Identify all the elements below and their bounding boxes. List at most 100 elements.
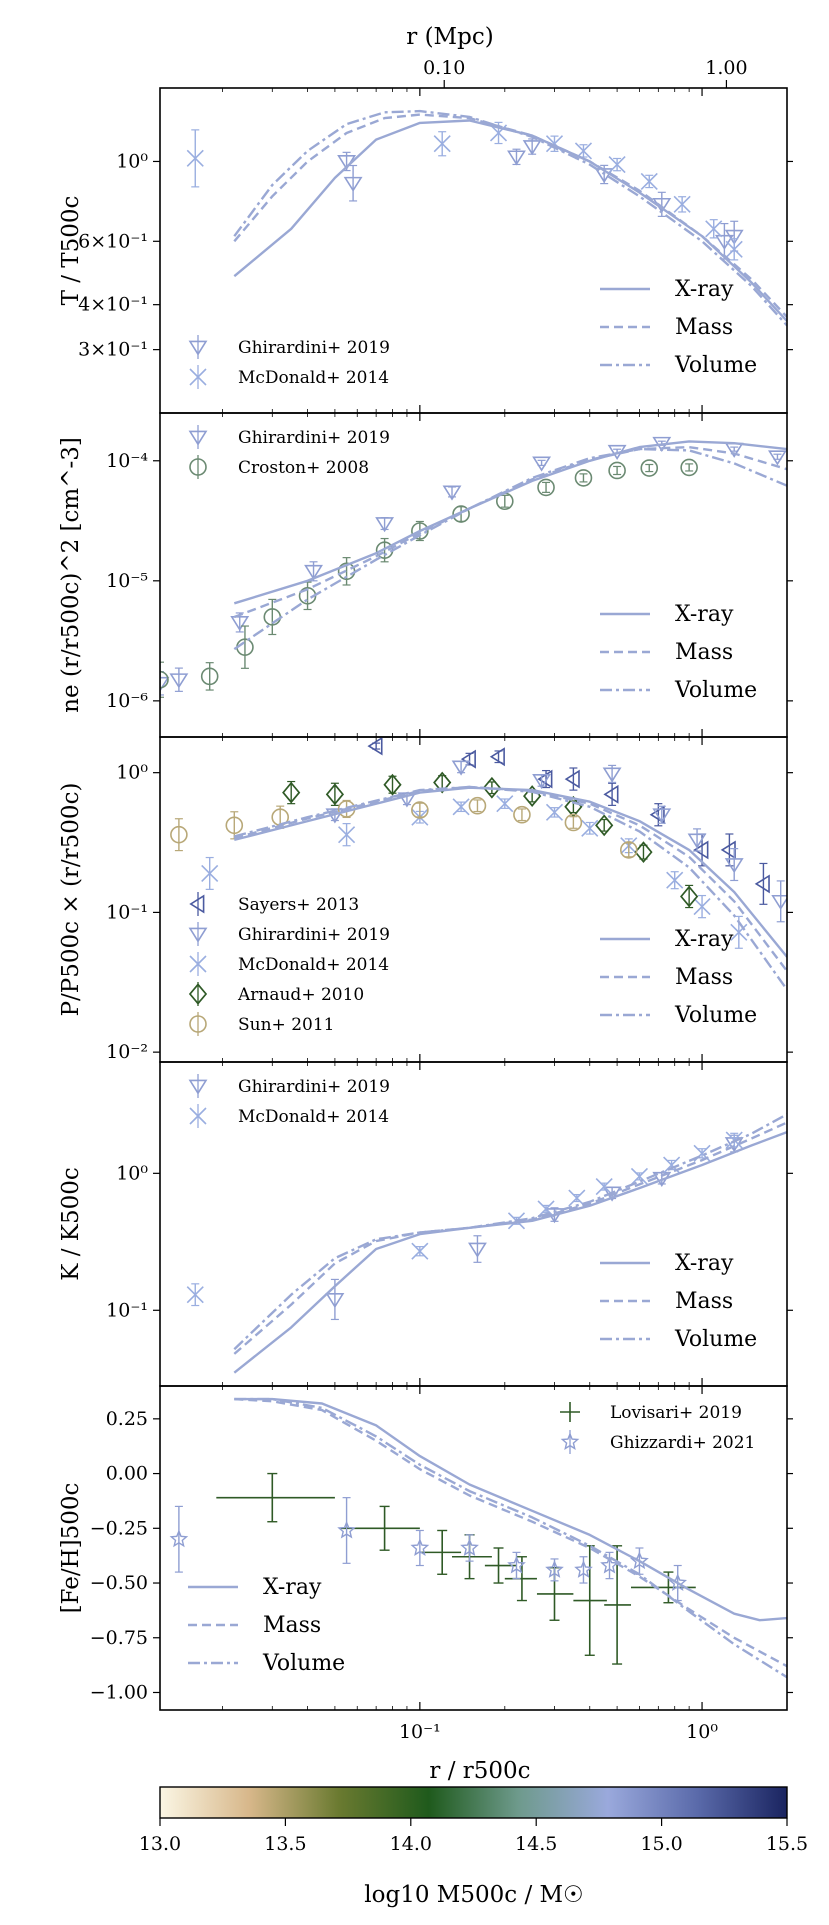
marker-sun-2011 bbox=[468, 796, 487, 815]
marker-croston-2008 bbox=[452, 505, 470, 523]
series-x-ray bbox=[234, 786, 787, 958]
panel-metallicity: 0.25 0.00 −0.25 −0.50 −0.75 −1.00 [Fe/H]500c X-… bbox=[58, 1385, 793, 1711]
marker-mcdonald-2014 bbox=[537, 1200, 555, 1218]
curves-pressure bbox=[233, 785, 787, 991]
legend-models-density: X-ray Mass Volume bbox=[600, 602, 757, 703]
legend-label: Ghirardini+ 2019 bbox=[238, 338, 390, 358]
top-axis-title: r (Mpc) bbox=[406, 24, 493, 50]
legend-label: Volume bbox=[262, 1651, 345, 1676]
ytick-label-entropy-1: 10⁻¹ bbox=[106, 1299, 148, 1321]
marker-ghirardini-2019 bbox=[652, 808, 672, 824]
legend-marker bbox=[189, 894, 205, 914]
ytick-label-pressure-2: 10⁻² bbox=[106, 1041, 148, 1063]
marker-ghirardini-2019 bbox=[325, 1293, 345, 1309]
marker-sayers-2013 bbox=[693, 840, 709, 860]
marker-mcdonald-2014 bbox=[581, 819, 599, 837]
ytick-label-density-0: 10⁻⁴ bbox=[106, 450, 148, 472]
marker-mcdonald-2014 bbox=[673, 195, 691, 213]
legend-marker bbox=[188, 430, 208, 446]
ytick-label-temperature-2: 4×10⁻¹ bbox=[78, 294, 148, 316]
panels: 10⁰ 6×10⁻¹ 4×10⁻¹ 3×10⁻¹ T / T500c X-ray Mass V… bbox=[58, 87, 793, 1711]
marker-sayers-2013 bbox=[489, 747, 505, 767]
legend-label: Ghirardini+ 2019 bbox=[238, 1077, 390, 1097]
legend-label: X-ray bbox=[675, 602, 734, 627]
legend-label: Sun+ 2011 bbox=[238, 1015, 334, 1035]
colorbar-tick-label-4: 15.0 bbox=[640, 1833, 682, 1855]
panel-density: 10⁻⁴ 10⁻⁵ 10⁻⁶ ne (r/r500c)^2 [cm^-3] X-ray M… bbox=[58, 412, 793, 738]
series-volume bbox=[233, 109, 787, 327]
marker-ghizzardi-2021 bbox=[337, 1520, 356, 1539]
marker-ghizzardi-2021 bbox=[545, 1560, 564, 1578]
legend-label: Ghirardini+ 2019 bbox=[238, 428, 390, 448]
legend-label: Mass bbox=[675, 640, 733, 665]
marker-arnaud-2010 bbox=[433, 771, 452, 794]
marker-croston-2008 bbox=[640, 459, 659, 477]
curves-metallicity bbox=[234, 1397, 787, 1679]
legend-label: McDonald+ 2014 bbox=[238, 368, 389, 388]
marker-ghirardini-2019 bbox=[687, 833, 707, 849]
legend-label: X-ray bbox=[675, 927, 734, 952]
top-tick-label-1: 1.00 bbox=[705, 57, 747, 79]
legend-label: Mass bbox=[675, 1289, 733, 1314]
legend-label: Volume bbox=[674, 353, 757, 378]
series-x-ray bbox=[233, 440, 787, 605]
panel-entropy: 10⁰ 10⁻¹ K / K500c X-ray Mass Volume Ghirardin… bbox=[58, 1061, 793, 1387]
marker-sayers-2013 bbox=[754, 874, 770, 894]
ytick-label-metallicity-1: 0.00 bbox=[106, 1463, 148, 1485]
colorbar-ticks: 13.0 13.5 14.0 14.5 15.0 15.5 bbox=[139, 1818, 808, 1855]
marker-ghizzardi-2021 bbox=[600, 1555, 619, 1574]
marker-sayers-2013 bbox=[537, 769, 553, 789]
marker-sun-2011 bbox=[225, 816, 244, 835]
marker-sun-2011 bbox=[170, 825, 188, 844]
marker-sun-2011 bbox=[411, 801, 429, 819]
top-axis: r (Mpc) 0.10 1.00 bbox=[406, 24, 748, 88]
ytick-label-entropy-0: 10⁰ bbox=[116, 1162, 148, 1184]
series-mass bbox=[233, 1121, 787, 1355]
ytick-label-density-2: 10⁻⁶ bbox=[106, 690, 148, 712]
legend-label: Mass bbox=[675, 315, 733, 340]
marker-ghirardini-2019 bbox=[771, 894, 787, 911]
legend-marker bbox=[189, 1015, 207, 1033]
legend-observations-metallicity: Lovisari+ 2019 Ghizzardi+ 2021 bbox=[560, 1402, 755, 1454]
legend-marker bbox=[189, 1107, 207, 1125]
legend-label: Croston+ 2008 bbox=[238, 458, 369, 478]
curves-entropy bbox=[233, 1113, 787, 1374]
ytick-label-density-1: 10⁻⁵ bbox=[106, 570, 148, 592]
ylabel-temperature: T / T500c bbox=[58, 196, 84, 306]
marker-mcdonald-2014 bbox=[568, 1189, 586, 1207]
marker-ghirardini-2019 bbox=[714, 234, 734, 251]
legend-label: McDonald+ 2014 bbox=[238, 955, 389, 975]
marker-ghirardini-2019 bbox=[768, 450, 787, 466]
marker-arnaud-2010 bbox=[634, 841, 653, 864]
legend-marker bbox=[188, 340, 208, 356]
colorbar: 13.0 13.5 14.0 14.5 15.0 15.5 log10 M500c / M… bbox=[139, 1786, 808, 1908]
marker-ghirardini-2019 bbox=[230, 616, 250, 632]
marker-sun-2011 bbox=[619, 841, 638, 859]
legend-marker bbox=[560, 1432, 580, 1450]
ytick-label-metallicity-2: −0.25 bbox=[90, 1517, 148, 1539]
ytick-label-metallicity-0: 0.25 bbox=[106, 1408, 148, 1430]
legend-label: Sayers+ 2013 bbox=[238, 895, 359, 915]
observations-temperature bbox=[186, 121, 744, 261]
legend-label: X-ray bbox=[675, 277, 734, 302]
ylabel-entropy: K / K500c bbox=[58, 1167, 84, 1281]
marker-mcdonald-2014 bbox=[666, 871, 684, 889]
legend-marker bbox=[188, 927, 208, 943]
colorbar-tick-label-3: 14.5 bbox=[515, 1833, 557, 1855]
legend-label: Arnaud+ 2010 bbox=[237, 985, 364, 1005]
series-volume bbox=[234, 1397, 787, 1679]
marker-mcdonald-2014 bbox=[496, 795, 514, 813]
marker-mcdonald-2014 bbox=[608, 156, 626, 174]
marker-ghizzardi-2021 bbox=[460, 1538, 479, 1556]
marker-mcdonald-2014 bbox=[640, 172, 658, 191]
colorbar-tick-label-2: 14.0 bbox=[390, 1833, 432, 1855]
ylabel-pressure: P/P500c × (r/r500c) bbox=[58, 783, 84, 1017]
marker-mcdonald-2014 bbox=[545, 803, 564, 821]
ytick-label-temperature-1: 6×10⁻¹ bbox=[78, 230, 148, 252]
colorbar-tick-label-5: 15.5 bbox=[766, 1833, 808, 1855]
marker-sayers-2013 bbox=[649, 805, 665, 825]
marker-arnaud-2010 bbox=[680, 885, 699, 908]
legend-label: Volume bbox=[674, 678, 757, 703]
colorbar-bar bbox=[159, 1786, 788, 1819]
marker-arnaud-2010 bbox=[325, 783, 345, 806]
